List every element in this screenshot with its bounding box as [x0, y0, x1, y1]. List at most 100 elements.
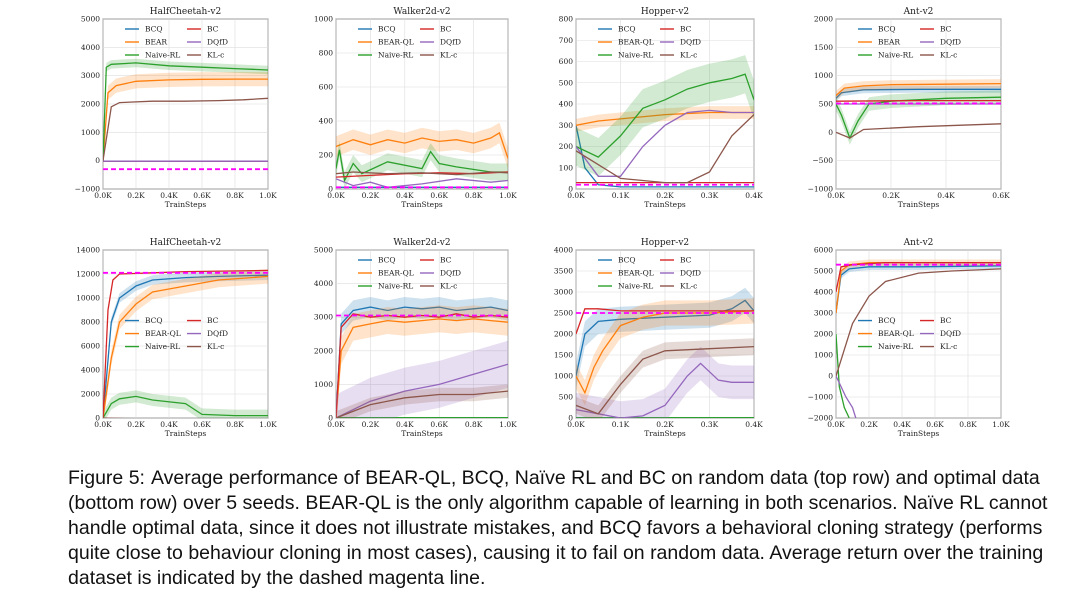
legend-label: DQfD [440, 269, 461, 278]
legend-label: KL-c [940, 51, 957, 60]
series-line-bc [836, 261, 1001, 293]
legend-label: Naive-RL [618, 282, 653, 291]
series-line-kl-c [576, 345, 754, 415]
chart-title: Walker2d-v2 [393, 238, 450, 248]
series-band-bcq [336, 297, 508, 418]
chart-title: Ant-v2 [903, 7, 934, 17]
y-tick-label: 200 [559, 142, 574, 151]
x-tick-label: 0.2K [882, 191, 900, 200]
series-group [336, 122, 508, 189]
caption-text: Average performance of BEAR-QL, BCQ, Naï… [68, 467, 1048, 589]
series-line-bcq [103, 274, 268, 418]
x-tick-label: 0.1K [612, 191, 630, 200]
legend-label: Naive-RL [145, 342, 180, 351]
y-tick-label: 0 [568, 414, 573, 423]
x-tick-label: 0.0K [567, 191, 585, 200]
legend: BCQ BEAR-QL Naive-RL BC DQfD KL-c [598, 256, 701, 291]
legend-label: BC [440, 25, 452, 34]
legend: BCQ BEAR-QL Naive-RL BC DQfD KL-c [598, 25, 701, 60]
x-tick-label: 0.6K [430, 191, 448, 200]
x-tick-label: 0.1K [612, 420, 630, 429]
legend-label: DQfD [940, 38, 961, 47]
x-tick-label: 1.0K [259, 191, 277, 200]
x-axis-label: TrainSteps [165, 429, 207, 438]
subplot-2: 0.0K 0.2K 0.4K 0.6K 0.8K 1.0K 0 200 400 600 800 100… [314, 7, 517, 209]
legend-label: Naive-RL [378, 282, 413, 291]
y-tick-label: 800 [559, 15, 574, 24]
y-tick-label: 6000 [814, 246, 833, 255]
series-line-bear [836, 82, 1001, 96]
series-group [576, 287, 754, 418]
legend-label: BCQ [145, 316, 163, 325]
y-tick-label: 400 [559, 100, 574, 109]
y-tick-label: 4000 [81, 43, 100, 52]
x-tick-label: 1.0K [499, 191, 517, 200]
y-tick-label: 1000 [81, 128, 100, 137]
y-tick-label: 500 [559, 78, 574, 87]
x-tick-label: 0.4K [396, 420, 414, 429]
y-tick-label: −1000 [808, 393, 834, 402]
series-band-bear [103, 72, 268, 168]
x-tick-label: 0.6K [430, 420, 448, 429]
y-tick-label: 1000 [314, 380, 333, 389]
x-tick-label: 0.6K [193, 191, 211, 200]
y-tick-label: 5000 [814, 267, 833, 276]
x-tick-label: 0.8K [959, 420, 977, 429]
x-axis-label: TrainSteps [644, 429, 686, 438]
series-line-kl-c [336, 390, 508, 418]
x-tick-label: 0.8K [226, 420, 244, 429]
series-band-bear [336, 122, 508, 169]
y-tick-label: 4000 [81, 366, 100, 375]
legend-label: DQfD [207, 329, 228, 338]
y-tick-label: 4000 [554, 246, 573, 255]
x-tick-label: 0.0K [94, 420, 112, 429]
x-tick-label: 0.3K [701, 191, 719, 200]
y-tick-label: 3000 [814, 309, 833, 318]
y-tick-label: 500 [559, 393, 574, 402]
legend-label: BCQ [878, 25, 896, 34]
series-line-dqfd [836, 375, 857, 418]
series-line-kl-c [576, 114, 754, 184]
legend: BCQ BEAR Naive-RL BC DQfD KL-c [125, 25, 228, 60]
y-tick-label: 600 [319, 83, 334, 92]
x-axis-label: TrainSteps [898, 429, 940, 438]
subplot-6: 0.0K 0.2K 0.4K 0.6K 0.8K 1.0K 0 1000 2000 3000 400… [314, 238, 517, 438]
y-tick-label: 3000 [314, 313, 333, 322]
legend-label: BC [440, 256, 452, 265]
figure-grid: 0.0K 0.2K 0.4K 0.6K 0.8K 1.0K−100001000200030… [75, 7, 1011, 438]
x-tick-label: 0.0K [327, 191, 345, 200]
series-line-dqfd [576, 109, 754, 177]
y-tick-label: 3000 [554, 288, 573, 297]
legend-label: BEAR-QL [618, 269, 654, 278]
series-line-dqfd [336, 178, 508, 188]
legend-label: DQfD [440, 38, 461, 47]
legend-label: KL-c [207, 51, 224, 60]
y-tick-label: 2000 [81, 390, 100, 399]
series-line-naive-rl [836, 96, 1001, 140]
y-tick-label: 2000 [81, 100, 100, 109]
x-tick-label: 0.4K [745, 420, 763, 429]
legend-label: Naive-RL [378, 51, 413, 60]
y-tick-label: 500 [819, 100, 834, 109]
caption-label: Figure 5: [68, 467, 145, 489]
series-line-bear [336, 131, 508, 159]
legend-label: DQfD [207, 38, 228, 47]
series-line-bear [576, 310, 754, 395]
y-tick-label: 0 [95, 156, 100, 165]
series-group [576, 55, 754, 188]
series-line-kl-c [836, 268, 1001, 377]
y-tick-label: 3000 [81, 71, 100, 80]
subplot-3: 0.0K 0.1K 0.2K 0.3K 0.4K 0 100 200 300 400 500 600 7… [559, 7, 763, 209]
x-tick-label: 0.8K [226, 191, 244, 200]
x-tick-label: 0.6K [926, 420, 944, 429]
series-band-dqfd [576, 346, 754, 418]
y-tick-label: 200 [319, 151, 334, 160]
subplot-7: 0.0K 0.1K 0.2K 0.3K 0.4K 0 500 1000 1500 2000 2500… [554, 238, 763, 438]
x-tick-label: 0.4K [160, 191, 178, 200]
x-tick-label: 1.0K [499, 420, 517, 429]
x-tick-label: 0.0K [327, 420, 345, 429]
y-tick-label: 0 [568, 185, 573, 194]
series-line-bc [336, 313, 508, 418]
series-line-bcq [336, 306, 508, 418]
series-band-kl-c [336, 384, 508, 418]
